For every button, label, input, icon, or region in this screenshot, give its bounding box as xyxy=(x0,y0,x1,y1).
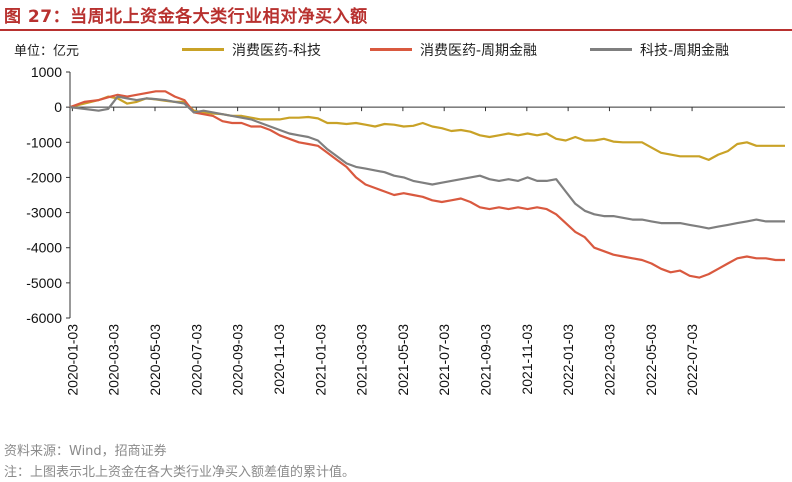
chart-title: 图 27：当周北上资金各大类行业相对净买入额 xyxy=(4,7,368,27)
legend-item-consumer-tech: 消费医药-科技 xyxy=(182,40,321,60)
x-tick-label: 2021-03-03 xyxy=(354,324,370,396)
x-tick-label: 2020-05-03 xyxy=(147,324,163,396)
x-tick-label: 2020-03-03 xyxy=(106,324,122,396)
title-underline xyxy=(0,29,792,31)
series-line-consumer-cyclical xyxy=(69,90,785,279)
x-tick-label: 2021-09-03 xyxy=(478,324,494,396)
legend-swatch xyxy=(182,47,224,51)
unit-label: 单位：亿元 xyxy=(14,44,80,59)
x-tick-label: 2020-11-03 xyxy=(271,324,287,395)
source-note: 资料来源：Wind，招商证券 xyxy=(4,444,167,459)
x-tick-label: 2021-07-03 xyxy=(436,324,452,396)
legend-label: 科技-周期金融 xyxy=(640,43,730,59)
x-tick-label: 2022-01-03 xyxy=(560,324,576,396)
x-tick-label: 2022-03-03 xyxy=(601,324,617,396)
y-tick-label: -6000 xyxy=(26,310,62,326)
y-tick-label: -2000 xyxy=(26,169,62,185)
legend-label: 消费医药-周期金融 xyxy=(420,43,538,59)
y-tick-label: 0 xyxy=(54,99,62,115)
x-tick-label: 2021-01-03 xyxy=(312,324,328,396)
y-tick-label: 1000 xyxy=(31,64,62,80)
y-tick-label: -3000 xyxy=(26,205,62,221)
legend-swatch xyxy=(590,47,632,51)
y-tick-label: -4000 xyxy=(26,240,62,256)
x-tick-label: 2020-09-03 xyxy=(230,324,246,396)
title-bar: 图 27：当周北上资金各大类行业相对净买入额 xyxy=(0,0,792,31)
y-tick-label: -1000 xyxy=(26,134,62,150)
x-tick-label: 2021-11-03 xyxy=(519,324,535,395)
line-chart: 10000-1000-2000-3000-4000-5000-60002020-… xyxy=(26,64,785,396)
legend-item-consumer-cyclical: 消费医药-周期金融 xyxy=(370,40,537,60)
legend-swatch xyxy=(370,47,412,51)
x-tick-label: 2021-05-03 xyxy=(395,324,411,396)
series-line-tech-cyclical xyxy=(69,95,785,230)
x-tick-label: 2020-01-03 xyxy=(64,324,80,396)
x-tick-label: 2020-07-03 xyxy=(188,324,204,396)
x-tick-label: 2022-05-03 xyxy=(643,324,659,396)
y-tick-label: -5000 xyxy=(26,275,62,291)
legend-label: 消费医药-科技 xyxy=(232,43,322,59)
series-line-consumer-tech xyxy=(69,95,785,161)
legend-item-tech-cyclical: 科技-周期金融 xyxy=(590,40,729,60)
footnote: 注：上图表示北上资金在各大类行业净买入额差值的累计值。 xyxy=(4,465,356,480)
x-tick-label: 2022-07-03 xyxy=(684,324,700,396)
